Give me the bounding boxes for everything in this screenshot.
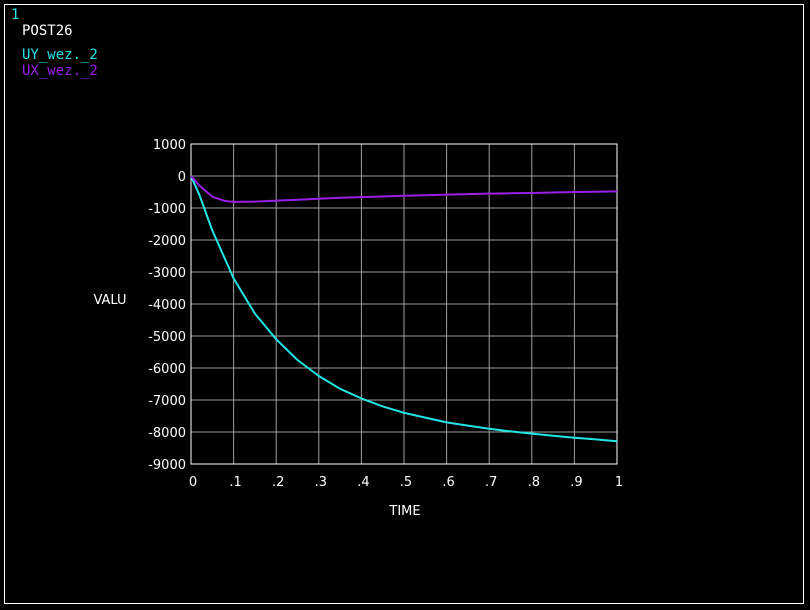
x-tick-label: .3 [315, 475, 327, 490]
x-tick-label: .5 [400, 475, 412, 490]
y-tick-label: -3000 [148, 266, 186, 281]
axes-frame [190, 143, 618, 465]
plot-border [190, 143, 618, 465]
x-tick-label: .1 [229, 475, 241, 490]
legend-entry-uy: UY_wez._2 [22, 47, 98, 63]
x-tick-label: 0 [189, 475, 197, 490]
x-tick-label: .9 [570, 475, 582, 490]
post26-label: POST26 [22, 23, 73, 39]
y-tick-label: -1000 [148, 202, 186, 217]
y-axis-label: VALU [93, 293, 126, 308]
graphics-window-frame [4, 4, 804, 604]
y-tick-label: -9000 [148, 458, 186, 473]
y-tick-label: -2000 [148, 234, 186, 249]
y-tick-label: -7000 [148, 394, 186, 409]
legend-entry-ux: UX_wez._2 [22, 63, 98, 79]
y-tick-label: 0 [178, 170, 186, 185]
x-tick-label: .2 [272, 475, 284, 490]
y-tick-labels: 1000 0 -1000 -2000 -3000 -4000 -5000 -6000 -7000… [148, 138, 186, 473]
series-lines [190, 175, 618, 443]
x-tick-label: 1 [615, 475, 623, 490]
y-tick-label: -4000 [148, 298, 186, 313]
series-line-ux-wez-2 [190, 175, 618, 203]
x-tick-label: .6 [442, 475, 454, 490]
y-tick-label: -6000 [148, 362, 186, 377]
y-tick-label: -8000 [148, 426, 186, 441]
x-axis-label: TIME [388, 504, 420, 519]
x-tick-label: .4 [357, 475, 369, 490]
x-tick-labels: 0 .1 .2 .3 .4 .5 .6 .7 .8 .9 1 [189, 475, 623, 490]
y-tick-label: -5000 [148, 330, 186, 345]
x-tick-label: .8 [528, 475, 540, 490]
window-number: 1 [11, 7, 20, 23]
x-tick-label: .7 [485, 475, 497, 490]
y-tick-label: 1000 [153, 138, 186, 153]
series-line-uy-wez-2 [190, 175, 618, 443]
